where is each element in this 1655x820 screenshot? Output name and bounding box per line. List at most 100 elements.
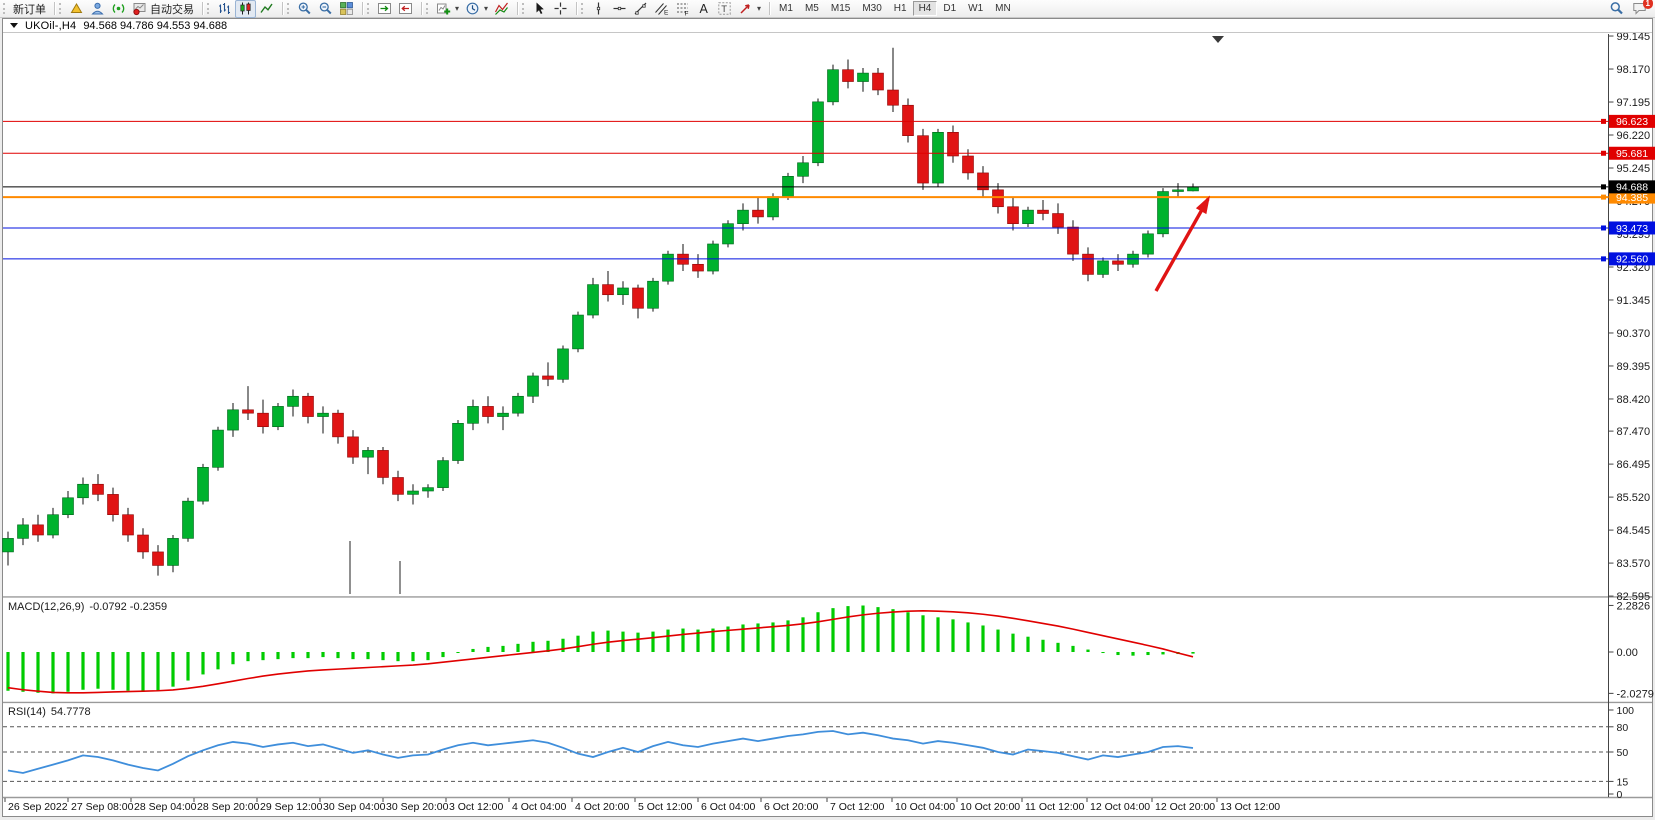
timeframe-h1-button[interactable]: H1	[893, 3, 907, 14]
svg-text:80: 80	[1617, 722, 1629, 734]
toolbar-separator	[54, 2, 55, 15]
macd-label: MACD(12,26,9) -0.0792 -0.2359	[8, 601, 172, 613]
toolbar-group-handle	[3, 3, 7, 14]
svg-text:99.145: 99.145	[1617, 31, 1651, 43]
svg-text:30 Sep 20:00: 30 Sep 20:00	[386, 801, 449, 813]
text-label-button[interactable]: T	[714, 1, 735, 17]
timeframe-m1-button[interactable]: M1	[779, 3, 793, 14]
time-scale[interactable]: 26 Sep 2022 27 Sep 08:00 28 Sep 04:00 28 Se…	[4, 798, 1280, 813]
candlestick-chart-button[interactable]	[235, 0, 256, 18]
bars-chart-icon	[217, 1, 232, 16]
new-order-button[interactable]: 新订单	[10, 1, 49, 17]
svg-text:27 Sep 08:00: 27 Sep 08:00	[71, 801, 134, 813]
vertical-line-button[interactable]	[588, 1, 609, 17]
svg-text:95.681: 95.681	[1616, 148, 1648, 160]
svg-text:83.570: 83.570	[1617, 558, 1651, 570]
trend-arrow-annotation[interactable]	[1154, 195, 1210, 292]
svg-text:30 Sep 04:00: 30 Sep 04:00	[323, 801, 386, 813]
svg-text:98.170: 98.170	[1617, 64, 1651, 76]
svg-text:13 Oct 12:00: 13 Oct 12:00	[1220, 801, 1280, 813]
new-order-button-label: 新订单	[13, 3, 46, 16]
arrows-button[interactable]: ▾	[735, 1, 764, 17]
svg-text:87.470: 87.470	[1617, 426, 1651, 438]
svg-text:5 Oct 12:00: 5 Oct 12:00	[638, 801, 692, 813]
tile-windows-icon	[339, 1, 354, 16]
timeframe-d1-button[interactable]: D1	[943, 3, 957, 14]
notifications-button[interactable]: 1	[1632, 0, 1653, 16]
svg-text:28 Sep 20:00: 28 Sep 20:00	[197, 801, 260, 813]
toolbar-separator	[362, 2, 363, 15]
zoom-in-button[interactable]	[294, 1, 315, 17]
svg-text:12 Oct 20:00: 12 Oct 20:00	[1155, 801, 1215, 813]
zoom-in-icon	[297, 1, 312, 16]
search-button[interactable]	[1609, 1, 1624, 16]
text-label-icon: T	[717, 1, 732, 16]
trendline-button[interactable]	[630, 1, 651, 17]
yellow-chart-icon	[69, 1, 84, 16]
text-button[interactable]: A	[693, 1, 714, 17]
price-scale[interactable]: 99.14598.17097.19596.22095.24594.27093.2…	[1608, 31, 1651, 603]
bar-chart-button[interactable]	[214, 1, 235, 17]
shapes-arrow-icon	[738, 1, 753, 16]
periods-button[interactable]: ▾	[462, 1, 491, 17]
chart-window-button[interactable]	[66, 1, 87, 17]
svg-text:96.623: 96.623	[1616, 116, 1648, 128]
toolbar-separator	[576, 2, 578, 15]
signals-button[interactable]	[108, 1, 129, 17]
toolbar-separator	[282, 2, 283, 15]
svg-text:50: 50	[1617, 747, 1629, 759]
search-icon	[1609, 1, 1624, 16]
autotrading-button[interactable]: 自动交易	[129, 1, 197, 17]
svg-text:4 Oct 04:00: 4 Oct 04:00	[512, 801, 566, 813]
svg-text:F: F	[685, 11, 689, 17]
svg-text:92.560: 92.560	[1616, 254, 1648, 266]
macd-pane: 2.2826 0.00 -2.0279	[6, 600, 1654, 700]
toolbar-group-handle	[367, 3, 371, 14]
svg-text:29 Sep 12:00: 29 Sep 12:00	[260, 801, 323, 813]
line-chart-button[interactable]	[256, 1, 277, 17]
chart-symbol-period: UKOil-,H4	[25, 19, 77, 32]
toolbar-group-handle	[426, 3, 430, 14]
vertical-line-objects[interactable]	[349, 541, 401, 594]
cursor-button[interactable]	[529, 1, 550, 17]
horizontal-line-icon	[612, 1, 627, 16]
channel-button[interactable]: E	[651, 1, 672, 17]
fibonacci-button[interactable]: F	[672, 1, 693, 17]
price-line-objects[interactable]: 96.623 95.681 94.385 93.473 92.560 94.688	[3, 114, 1655, 266]
tile-windows-button[interactable]	[336, 1, 357, 17]
toolbar-group-handle	[581, 3, 585, 14]
horizontal-line-button[interactable]	[609, 1, 630, 17]
chart-shift-button[interactable]	[395, 1, 416, 17]
autotrading-button-label: 自动交易	[150, 3, 194, 16]
toolbar-group-handle	[59, 3, 63, 14]
svg-text:11 Oct 12:00: 11 Oct 12:00	[1025, 801, 1085, 813]
chart-shift-marker[interactable]	[1212, 36, 1224, 43]
new-chart-icon	[436, 1, 451, 16]
zoom-out-icon	[318, 1, 333, 16]
svg-text:85.520: 85.520	[1617, 492, 1651, 504]
svg-text:84.545: 84.545	[1617, 525, 1651, 537]
svg-text:88.420: 88.420	[1617, 394, 1651, 406]
svg-text:0.00: 0.00	[1617, 647, 1638, 659]
new-chart-button[interactable]: ▾	[433, 1, 462, 17]
notification-badge: 1	[1642, 0, 1653, 9]
svg-text:28 Sep 04:00: 28 Sep 04:00	[134, 801, 197, 813]
timeframe-h4-button[interactable]: H4	[912, 1, 938, 16]
macd-indicator-name: MACD(12,26,9)	[8, 601, 85, 613]
svg-text:95.245: 95.245	[1617, 163, 1651, 175]
indicators-button[interactable]	[491, 1, 512, 17]
profile-button[interactable]	[87, 1, 108, 17]
crosshair-button[interactable]	[550, 1, 571, 17]
timeframe-mn-button[interactable]: MN	[995, 3, 1011, 14]
window-menu-icon[interactable]	[10, 23, 18, 28]
auto-scroll-button[interactable]	[374, 1, 395, 17]
timeframe-m30-button[interactable]: M30	[862, 3, 882, 14]
svg-text:89.395: 89.395	[1617, 361, 1651, 373]
svg-text:3 Oct 12:00: 3 Oct 12:00	[449, 801, 503, 813]
timeframe-m15-button[interactable]: M15	[830, 3, 851, 14]
zoom-out-button[interactable]	[315, 1, 336, 17]
timeframe-w1-button[interactable]: W1	[968, 3, 984, 14]
timeframe-m5-button[interactable]: M5	[804, 3, 819, 14]
